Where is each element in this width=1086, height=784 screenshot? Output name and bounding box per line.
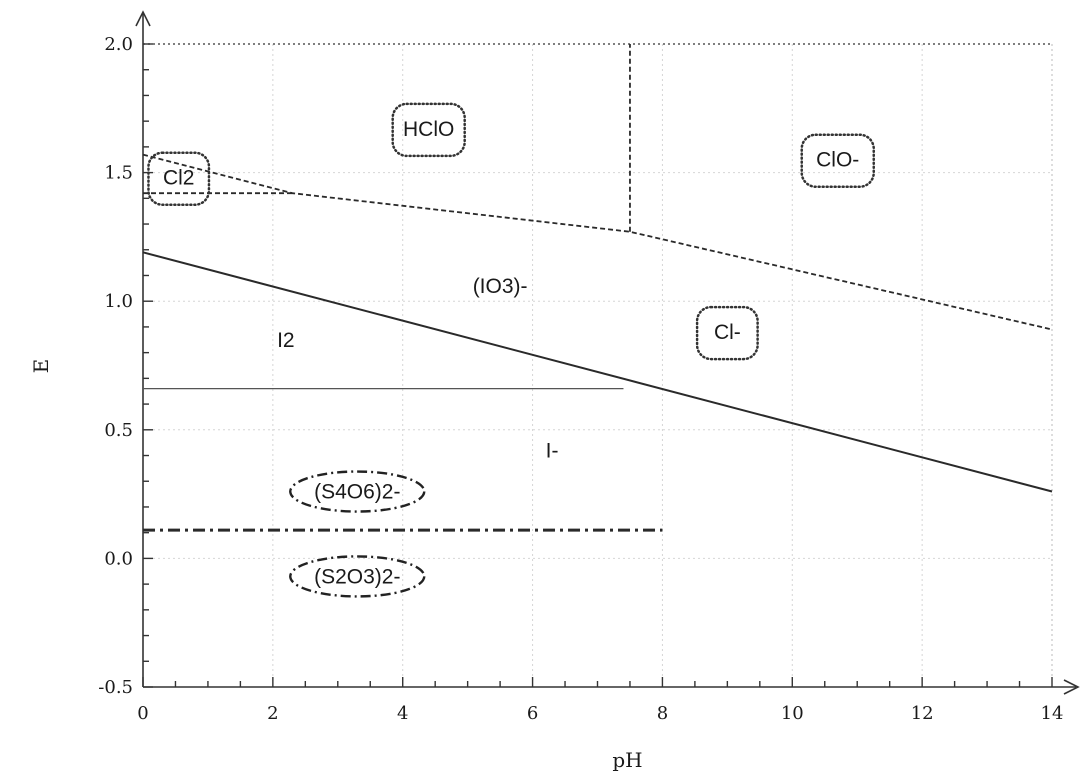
region-box-2 xyxy=(147,151,211,206)
y-tick-label: 1.5 xyxy=(104,163,133,184)
region-label-4: Cl- xyxy=(714,321,741,344)
grid xyxy=(143,43,1053,687)
series-lines xyxy=(142,44,1053,532)
x-tick-label: 0 xyxy=(137,703,148,724)
y-tick-label: 0.5 xyxy=(104,420,133,441)
x-tick-label: 4 xyxy=(397,703,408,724)
x-tick-label: 10 xyxy=(781,703,804,724)
x-tick-label: 2 xyxy=(267,703,278,724)
x-axis-arrow xyxy=(1063,679,1080,695)
x-tick-label: 6 xyxy=(527,703,538,724)
x-axis-title: pH xyxy=(612,748,642,772)
region-ellipse-7 xyxy=(289,470,426,513)
region-label-3: (IO3)- xyxy=(473,275,528,298)
region-box-1 xyxy=(800,133,875,188)
y-tick-label: 0.0 xyxy=(104,548,133,569)
y-tick-label: 1.0 xyxy=(104,291,133,312)
region-label-8: (S2O3)2- xyxy=(314,565,400,588)
region-label-1: ClO- xyxy=(816,149,859,172)
region-label-5: I2 xyxy=(277,329,295,352)
axes: 0 2 4 6 8 10 12 14 -0.5 0.0 0.5 1.0 1.5 2.0 xyxy=(98,10,1080,724)
region-box-0 xyxy=(391,102,466,158)
series-line-3 xyxy=(142,251,1053,493)
x-tick-label: 8 xyxy=(657,703,668,724)
region-labels: HClO ClO- Cl2 (IO3)- Cl- I2 I- (S4O6)2- (S2O3)2- xyxy=(147,102,875,598)
y-tick-label: -0.5 xyxy=(98,677,133,698)
y-axis-title: E xyxy=(29,359,53,374)
y-axis-arrow xyxy=(135,10,151,27)
region-label-6: I- xyxy=(546,439,559,462)
region-label-0: HClO xyxy=(403,118,454,141)
x-tick-label: 12 xyxy=(911,703,934,724)
region-label-2: Cl2 xyxy=(163,167,195,190)
region-ellipse-8 xyxy=(289,555,426,598)
series-line-0 xyxy=(142,153,1053,331)
region-label-7: (S4O6)2- xyxy=(314,481,400,504)
x-tick-label: 14 xyxy=(1041,703,1064,724)
y-tick-label: 2.0 xyxy=(104,34,133,55)
region-box-4 xyxy=(695,305,759,361)
